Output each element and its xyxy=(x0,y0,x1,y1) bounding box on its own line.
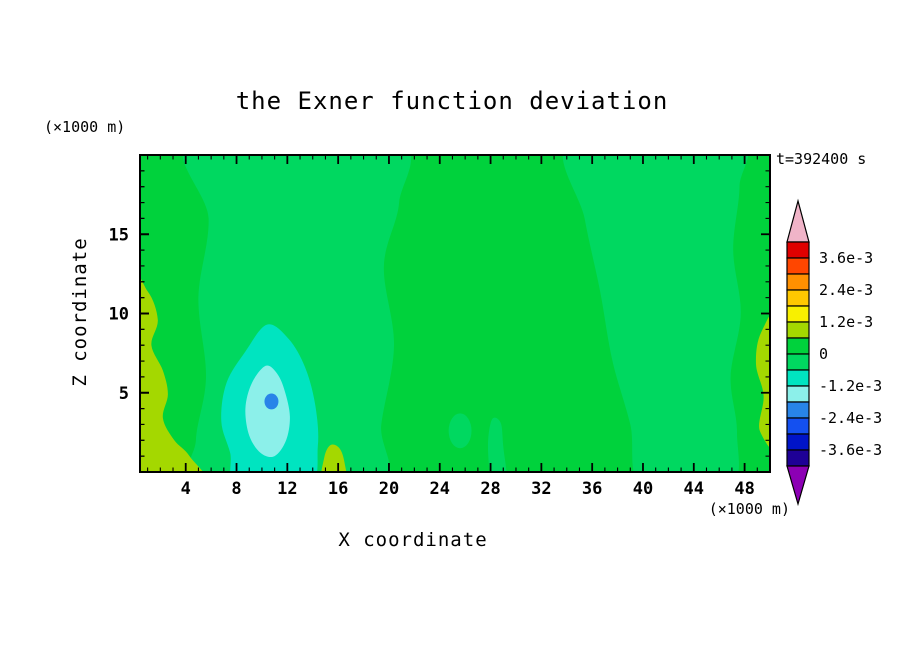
x-tick-label: 8 xyxy=(231,479,241,499)
x-tick-label: 16 xyxy=(328,479,348,499)
colorbar-segment xyxy=(786,273,810,291)
x-tick-label: 4 xyxy=(181,479,191,499)
contour-region-mid-right-negative-band xyxy=(562,155,749,472)
chart-title: the Exner function deviation xyxy=(235,87,669,115)
colorbar-segment xyxy=(786,433,810,451)
colorbar-up-arrow xyxy=(786,198,810,243)
colorbar-down-arrow xyxy=(786,465,810,507)
colorbar-tick-label: -2.4e-3 xyxy=(819,409,882,427)
colorbar-segment xyxy=(786,305,810,323)
colorbar-segment xyxy=(786,369,810,387)
contour-region-negative-cell-inner xyxy=(245,365,290,458)
y-axis-unit-label: (×1000 m) xyxy=(44,118,126,136)
colorbar-segment xyxy=(786,337,810,355)
x-tick-label: 20 xyxy=(379,479,399,499)
y-tick-label: 15 xyxy=(109,225,129,245)
contour-region-bottom-positive-bump xyxy=(321,444,347,472)
colorbar-tick-label: 3.6e-3 xyxy=(819,249,873,267)
colorbar-segment xyxy=(786,321,810,339)
x-axis-title: X coordinate xyxy=(338,529,488,551)
x-tick-label: 48 xyxy=(734,479,754,499)
contour-region-small-negative-pocket xyxy=(448,413,472,449)
colorbar-segment xyxy=(786,257,810,275)
colorbar-tick-label: -1.2e-3 xyxy=(819,377,882,395)
colorbar-tick-label: 1.2e-3 xyxy=(819,313,873,331)
colorbar-tick-label: 2.4e-3 xyxy=(819,281,873,299)
y-tick-label: 5 xyxy=(119,384,129,404)
x-tick-label: 12 xyxy=(277,479,297,499)
colorbar-segment xyxy=(786,385,810,403)
colorbar-tick-label: 0 xyxy=(819,345,828,363)
y-tick-label: 10 xyxy=(109,305,129,325)
colorbar-segment xyxy=(786,417,810,435)
colorbar-segment xyxy=(786,289,810,307)
contour-region-narrow-negative-sliver xyxy=(487,417,507,472)
x-tick-label: 24 xyxy=(430,479,450,499)
colorbar-segment xyxy=(786,241,810,259)
x-tick-label: 36 xyxy=(582,479,602,499)
colorbar-tick-label: -3.6e-3 xyxy=(819,441,882,459)
timestamp-label: t=392400 s xyxy=(776,150,867,168)
x-axis-unit-label: (×1000 m) xyxy=(708,500,790,518)
contour-region-negative-cell-core xyxy=(264,393,279,410)
x-tick-label: 44 xyxy=(684,479,704,499)
contour-region-left-edge-positive-strip xyxy=(140,276,204,472)
colorbar-segment xyxy=(786,401,810,419)
x-tick-label: 40 xyxy=(633,479,653,499)
colorbar-segment xyxy=(786,449,810,467)
x-tick-label: 28 xyxy=(480,479,500,499)
x-tick-label: 32 xyxy=(531,479,551,499)
contour-field xyxy=(140,155,770,472)
colorbar-segment xyxy=(786,353,810,371)
contour-region-right-edge-positive-strip xyxy=(755,314,770,449)
